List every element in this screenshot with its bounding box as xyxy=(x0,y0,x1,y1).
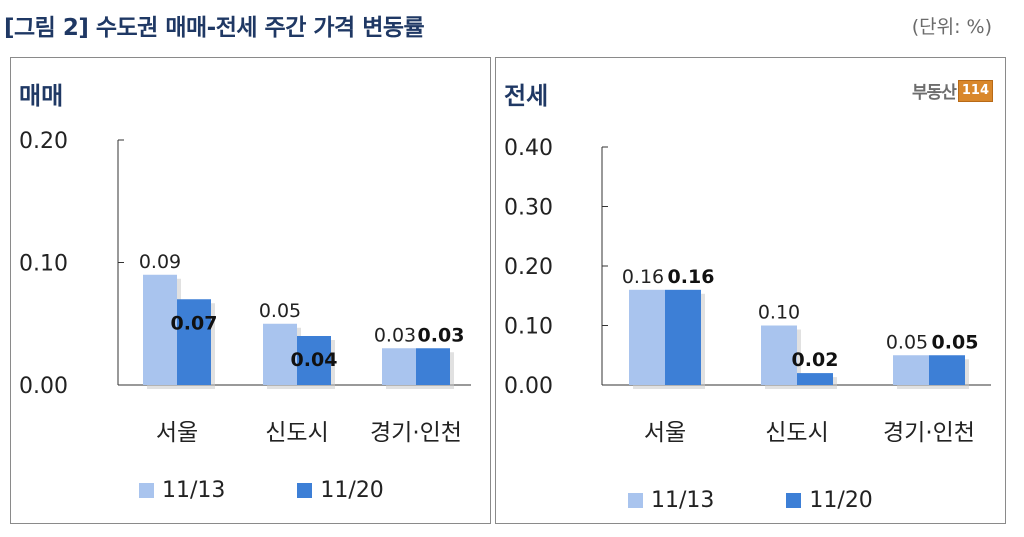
y-tick-label: 0.40 xyxy=(504,136,553,161)
data-label-series-a: 0.05 xyxy=(886,331,928,353)
logo-badge: 114 xyxy=(957,79,993,102)
unit-label: (단위: %) xyxy=(911,16,992,38)
legend-label-a: 11/13 xyxy=(651,488,715,513)
data-label-series-b: 0.04 xyxy=(291,349,338,371)
data-label-series-b: 0.05 xyxy=(932,331,979,353)
sale-legend: 11/13 11/20 xyxy=(139,478,456,503)
legend-swatch-a xyxy=(628,493,643,508)
data-label-series-a: 0.03 xyxy=(374,324,416,346)
y-tick-label: 0.20 xyxy=(19,129,68,154)
legend-label-b: 11/20 xyxy=(809,488,873,513)
bar-series-a xyxy=(629,289,665,385)
legend-label-a: 11/13 xyxy=(162,478,226,503)
bar-series-a xyxy=(761,325,797,385)
bar-series-b xyxy=(297,336,331,385)
bar-series-a xyxy=(893,355,929,385)
legend-swatch-b xyxy=(786,493,802,508)
bar-series-a xyxy=(382,348,416,385)
y-tick-label: 0.00 xyxy=(19,374,68,399)
jeonse-chart-title: 전세 xyxy=(504,82,549,110)
bar-series-b xyxy=(665,289,701,385)
bar-series-a xyxy=(263,323,297,385)
jeonse-chart-panel: 전세 부동산 114 0.00 0.10 0.20 0.30 0.40 서울 신도시 경기·인… xyxy=(495,57,1006,524)
data-label-series-a: 0.05 xyxy=(259,300,301,322)
y-tick-label: 0.10 xyxy=(19,252,68,277)
y-tick-label: 0.10 xyxy=(504,315,553,340)
data-label-series-b: 0.07 xyxy=(171,312,218,334)
y-tick-label: 0.20 xyxy=(504,255,553,280)
sale-bar-chart: 0.00 0.10 0.20 서울 신도시 경기·인천 0.09 0.07 0.05 0.04 0.… xyxy=(19,129,471,446)
legend-item-series-a: 11/13 xyxy=(139,478,225,503)
bar-series-b xyxy=(416,348,450,385)
data-label-series-b: 0.16 xyxy=(668,266,715,288)
legend-item-series-a: 11/13 xyxy=(628,488,714,513)
legend-label-b: 11/20 xyxy=(320,478,384,503)
legend-swatch-a xyxy=(139,483,154,498)
data-label-series-b: 0.02 xyxy=(792,349,839,371)
legend-item-series-b: 11/20 xyxy=(297,478,384,503)
jeonse-legend: 11/13 11/20 xyxy=(628,488,945,513)
figure-title: [그림 2] 수도권 매매-전세 주간 가격 변동률 xyxy=(4,15,425,41)
legend-swatch-b xyxy=(297,483,313,498)
brand-logo: 부동산 114 xyxy=(912,78,993,103)
bar-series-b xyxy=(177,299,211,385)
x-category-label: 신도시 xyxy=(265,420,328,446)
data-label-series-a: 0.10 xyxy=(758,302,800,324)
y-tick-label: 0.30 xyxy=(504,196,553,221)
data-label-series-a: 0.16 xyxy=(622,266,664,288)
legend-item-series-b: 11/20 xyxy=(786,488,873,513)
sale-chart-panel: 매매 0.00 0.10 0.20 서울 신도시 경기·인천 0.09 0.07 0.05 0.0… xyxy=(10,57,491,524)
logo-text: 부동산 xyxy=(911,83,957,103)
bar-series-b xyxy=(797,373,833,385)
x-category-label: 경기·인천 xyxy=(370,420,462,446)
bar-series-b xyxy=(929,355,965,385)
data-label-series-b: 0.03 xyxy=(418,324,465,346)
bar-series-a xyxy=(143,274,177,385)
x-category-label: 서울 xyxy=(156,420,198,446)
y-tick-label: 0.00 xyxy=(504,374,553,399)
x-category-label: 서울 xyxy=(644,420,686,446)
jeonse-bar-chart: 0.00 0.10 0.20 0.30 0.40 서울 신도시 경기·인천 0.16 0.16 0.… xyxy=(504,136,991,446)
sale-chart-title: 매매 xyxy=(19,82,64,110)
x-category-label: 신도시 xyxy=(765,420,828,446)
x-category-label: 경기·인천 xyxy=(883,420,975,446)
data-label-series-a: 0.09 xyxy=(139,251,181,273)
